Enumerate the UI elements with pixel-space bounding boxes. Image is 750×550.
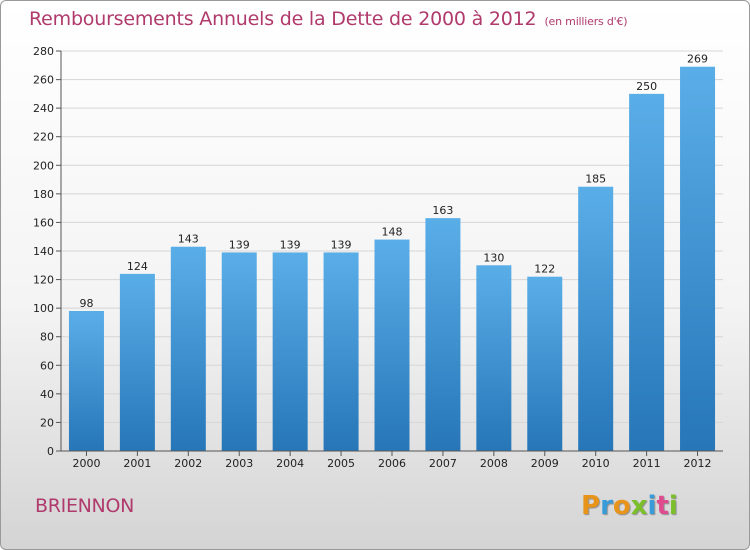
y-tick-label: 100 xyxy=(33,302,54,315)
y-tick-label: 0 xyxy=(47,445,54,458)
value-label-2004: 139 xyxy=(280,238,301,251)
y-tick-label: 80 xyxy=(40,331,54,344)
bar-2000 xyxy=(68,311,104,451)
logo-letter: i xyxy=(668,491,678,521)
bar-2009 xyxy=(527,276,563,451)
logo-letter: t xyxy=(656,491,669,521)
bar-2010 xyxy=(578,186,614,451)
value-label-2001: 124 xyxy=(127,260,148,273)
x-tick-label-2007: 2007 xyxy=(429,457,457,470)
value-label-2000: 98 xyxy=(79,297,93,310)
chart-title: Remboursements Annuels de la Dette de 20… xyxy=(29,8,628,30)
x-tick-label-2002: 2002 xyxy=(174,457,202,470)
y-tick-label: 40 xyxy=(40,388,54,401)
bar-2004 xyxy=(272,252,308,451)
logo-letter: x xyxy=(630,491,648,521)
y-tick-label: 280 xyxy=(33,45,54,58)
bar-2003 xyxy=(221,252,257,451)
logo-letter: i xyxy=(647,491,657,521)
x-tick-label-2006: 2006 xyxy=(378,457,406,470)
y-tick-label: 160 xyxy=(33,216,54,229)
value-label-2005: 139 xyxy=(331,238,352,251)
y-tick-label: 180 xyxy=(33,188,54,201)
proxiti-logo[interactable]: Proxiti xyxy=(581,491,678,521)
value-label-2011: 250 xyxy=(636,80,657,93)
x-tick-label-2005: 2005 xyxy=(327,457,355,470)
axes: 0 20 40 60 80 100 120 140 160 180 200 220 240 260 280 2… xyxy=(33,45,723,470)
bar-2001 xyxy=(119,273,155,451)
value-label-2009: 122 xyxy=(534,263,555,276)
value-label-2002: 143 xyxy=(178,233,199,246)
value-label-2008: 130 xyxy=(483,251,504,264)
chart-title-text: Remboursements Annuels de la Dette de 20… xyxy=(29,8,537,30)
x-tick-label-2008: 2008 xyxy=(480,457,508,470)
x-tick-label-2001: 2001 xyxy=(123,457,151,470)
y-tick-label: 260 xyxy=(33,74,54,87)
commune-name: BRIENNON xyxy=(35,495,135,517)
bar-2011 xyxy=(629,93,665,451)
x-tick-label-2000: 2000 xyxy=(72,457,100,470)
logo-letter: o xyxy=(612,491,631,521)
chart-unit: (en milliers d'€) xyxy=(544,15,628,28)
bars: 98 124 143 139 139 139 148 163 130 122 185 250 269 xyxy=(68,53,716,451)
bar-2012 xyxy=(680,66,716,451)
bar-2008 xyxy=(476,265,512,451)
y-tick-label: 120 xyxy=(33,274,54,287)
value-label-2010: 185 xyxy=(585,173,606,186)
value-label-2012: 269 xyxy=(687,53,708,66)
bar-2006 xyxy=(374,239,410,451)
y-tick-label: 20 xyxy=(40,416,54,429)
logo-letter: P xyxy=(581,491,601,521)
value-label-2003: 139 xyxy=(229,238,250,251)
y-tick-label: 240 xyxy=(33,102,54,115)
y-tick-label: 60 xyxy=(40,359,54,372)
x-tick-label-2012: 2012 xyxy=(684,457,712,470)
value-label-2007: 163 xyxy=(432,204,453,217)
x-tick-label-2003: 2003 xyxy=(225,457,253,470)
bar-2007 xyxy=(425,218,461,451)
x-tick-label-2011: 2011 xyxy=(633,457,661,470)
x-tick-label-2009: 2009 xyxy=(531,457,559,470)
x-tick-label-2010: 2010 xyxy=(582,457,610,470)
bar-2002 xyxy=(170,246,206,451)
bar-2005 xyxy=(323,252,359,451)
value-label-2006: 148 xyxy=(382,226,403,239)
y-tick-label: 220 xyxy=(33,131,54,144)
logo-letter: r xyxy=(600,491,613,521)
y-tick-label: 140 xyxy=(33,245,54,258)
x-tick-label-2004: 2004 xyxy=(276,457,304,470)
y-tick-label: 200 xyxy=(33,159,54,172)
